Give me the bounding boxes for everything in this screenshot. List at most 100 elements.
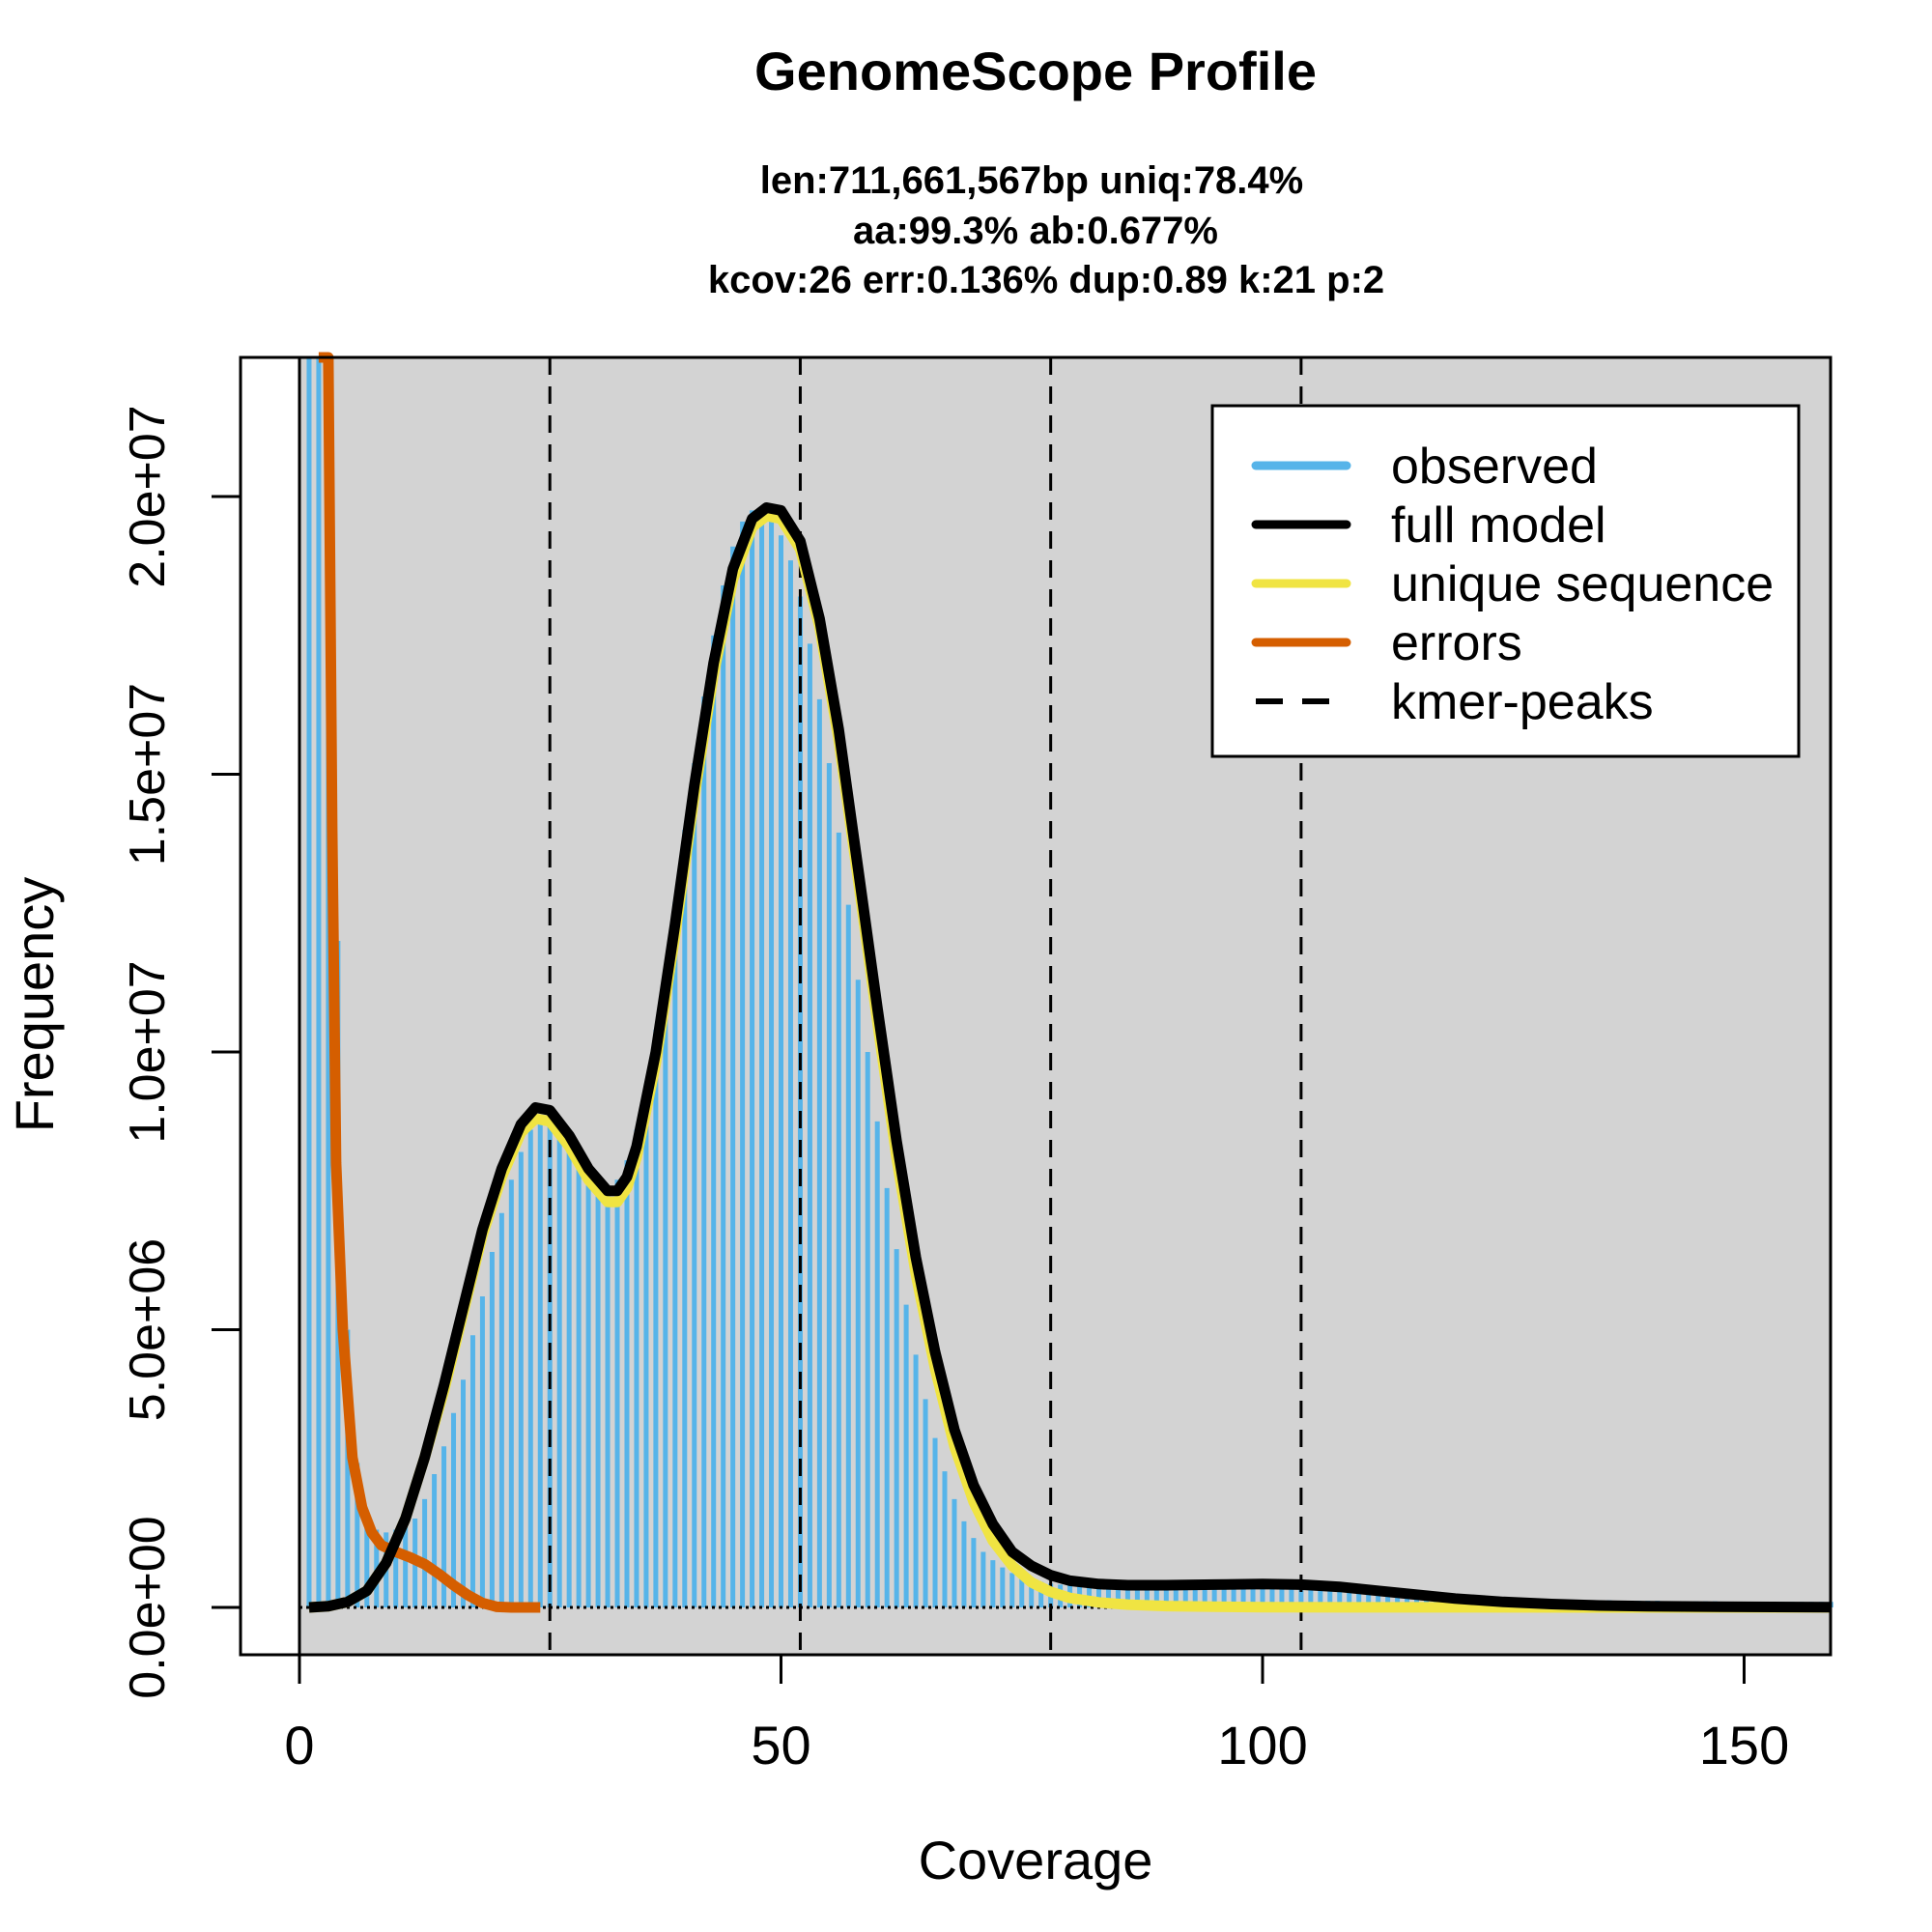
full-model-curve <box>308 502 1832 1613</box>
histogram-bar <box>1298 1588 1304 1607</box>
histogram-bar <box>605 1187 611 1607</box>
histogram-bar <box>1173 1586 1179 1607</box>
histogram-bar <box>1414 1595 1420 1607</box>
histogram-bar <box>614 1179 620 1607</box>
histogram-bar <box>518 1151 524 1607</box>
histogram-bar <box>1221 1586 1227 1607</box>
histogram-bar <box>787 560 793 1607</box>
histogram-bar <box>1395 1594 1401 1607</box>
y-tick-label: 1.5e+07 <box>120 683 176 866</box>
histogram-bar <box>903 1304 909 1607</box>
legend-label: unique sequence <box>1391 556 1774 612</box>
histogram-bar <box>797 596 803 1607</box>
histogram-bar <box>816 698 822 1607</box>
histogram-bar <box>721 585 726 1607</box>
histogram-bar <box>961 1520 967 1607</box>
y-tick-label: 2.0e+07 <box>120 405 176 587</box>
histogram-bar <box>585 1179 591 1607</box>
histogram-bar <box>326 357 331 1607</box>
histogram-bar <box>1327 1590 1333 1607</box>
histogram-bar <box>1134 1586 1140 1607</box>
histogram-bar <box>634 1129 639 1607</box>
plot-frame <box>239 355 1833 1657</box>
histogram-bar <box>1250 1586 1256 1607</box>
histogram-bar <box>932 1437 938 1607</box>
histogram-bar <box>894 1249 899 1607</box>
x-axis-label: Coverage <box>919 1830 1153 1890</box>
histogram-bar <box>1153 1586 1159 1607</box>
histogram-bar <box>498 1212 504 1607</box>
histogram-bar <box>942 1471 948 1607</box>
chart-subtitle-line-3: kcov:26 err:0.136% dup:0.89 k:21 p:2 <box>708 259 1384 301</box>
histogram-bar <box>779 535 783 1607</box>
x-tick-label: 0 <box>284 1715 314 1776</box>
histogram-bar <box>1182 1586 1188 1607</box>
histogram-bar <box>1009 1573 1015 1607</box>
x-tick-label: 150 <box>1699 1715 1789 1776</box>
histogram-bar <box>836 832 841 1607</box>
histogram-bar <box>393 1529 399 1607</box>
chart-subtitle-line-1: len:711,661,567bp uniq:78.4% <box>760 159 1303 202</box>
histogram-bar <box>1192 1586 1198 1607</box>
histogram-bar <box>971 1538 977 1607</box>
x-tick-label: 100 <box>1217 1715 1307 1776</box>
histogram-bar <box>537 1119 543 1607</box>
histogram-bar <box>306 357 312 1607</box>
histogram-bar <box>460 1379 466 1607</box>
histogram-bar <box>672 901 678 1607</box>
histogram-bar <box>740 521 746 1607</box>
histogram-bar <box>1240 1586 1246 1607</box>
histogram-bar <box>1308 1589 1314 1607</box>
x-tick-label: 50 <box>751 1715 810 1776</box>
histogram-bar <box>1115 1586 1121 1607</box>
histogram-bar <box>865 1052 870 1607</box>
histogram-bar <box>855 980 861 1607</box>
histogram-bar <box>1376 1593 1381 1607</box>
histogram-bar <box>1231 1586 1236 1607</box>
histogram-bar <box>750 510 755 1607</box>
histogram-bar <box>663 968 668 1607</box>
observed-histogram <box>306 357 1833 1607</box>
histogram-bar <box>701 696 707 1607</box>
histogram-bar <box>826 763 832 1607</box>
histogram-bar <box>1289 1587 1294 1607</box>
legend-label: errors <box>1391 615 1522 671</box>
histogram-bar <box>730 546 736 1607</box>
histogram-bar <box>432 1474 438 1607</box>
y-axis: 0.0e+00 5.0e+06 1.0e+07 1.5e+07 2.0e+07 <box>120 405 241 1699</box>
histogram-bar <box>653 1030 659 1607</box>
y-tick-label: 1.0e+07 <box>120 960 176 1143</box>
x-axis: 0 50 100 150 <box>284 1655 1789 1776</box>
histogram-bar <box>845 904 851 1607</box>
histogram-bar <box>355 1463 360 1607</box>
histogram-bar <box>759 510 765 1607</box>
histogram-bar <box>990 1560 996 1607</box>
histogram-bar <box>566 1149 572 1607</box>
y-tick-label: 0.0e+00 <box>120 1516 176 1698</box>
histogram-bar <box>884 1187 890 1607</box>
histogram-bar <box>403 1526 409 1607</box>
histogram-bar <box>1260 1586 1265 1607</box>
histogram-bar <box>441 1446 447 1607</box>
histogram-bar <box>692 763 697 1607</box>
histogram-bar <box>1019 1577 1025 1607</box>
histogram-bar <box>807 643 812 1607</box>
histogram-bar <box>682 830 688 1607</box>
legend-label: kmer-peaks <box>1391 674 1654 730</box>
histogram-bar <box>874 1121 880 1607</box>
histogram-bar <box>364 1513 370 1607</box>
histogram-bar <box>489 1252 495 1607</box>
plot-margin-left <box>241 357 299 1655</box>
histogram-bar <box>556 1132 562 1607</box>
histogram-bar <box>1337 1590 1343 1607</box>
histogram-bar <box>1096 1586 1102 1607</box>
histogram-bar <box>479 1296 485 1607</box>
histogram-bar <box>980 1551 986 1607</box>
histogram-bar <box>1105 1586 1111 1607</box>
histogram-bar <box>1000 1567 1006 1607</box>
histogram-bar <box>1124 1586 1130 1607</box>
histogram-bar <box>576 1165 582 1607</box>
histogram-bar <box>711 635 717 1607</box>
